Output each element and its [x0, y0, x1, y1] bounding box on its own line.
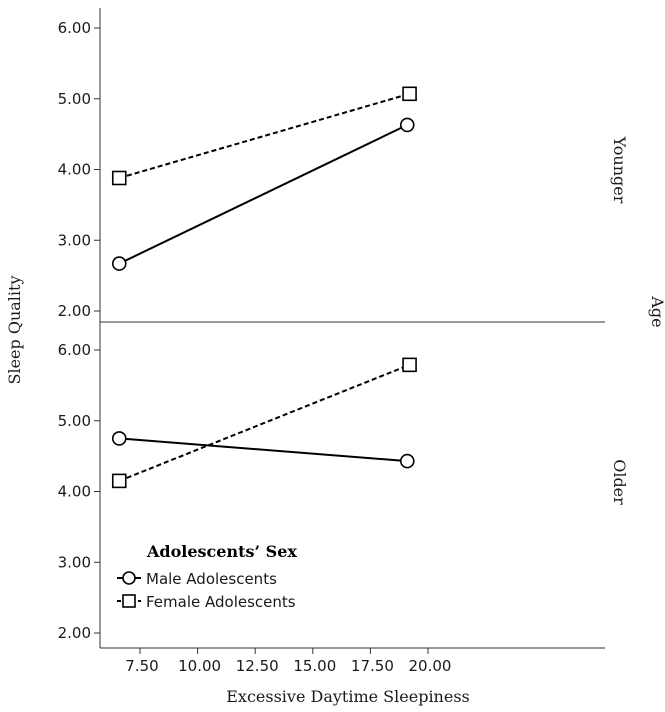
data-point-female-younger: [402, 86, 417, 102]
x-tick-label: 10.00: [178, 657, 221, 675]
legend-male-label: Male Adolescents: [146, 570, 277, 588]
y-tick-label: 3.00: [58, 553, 91, 571]
legend-title: Adolescents’ Sex: [146, 542, 297, 561]
x-tick-label: 7.50: [125, 657, 158, 675]
y-axis-title: Sleep Quality: [5, 275, 24, 384]
panel-label-younger: Younger: [610, 136, 629, 204]
y-tick-label: 6.00: [58, 19, 91, 37]
panel-frame-younger: [99, 8, 605, 323]
data-point-male-younger: [399, 117, 415, 133]
ticks-layer: 2.00 3.00 4.00 5.00 6.00 2.00 3.00 4.00 5.00 6.00…: [58, 19, 452, 675]
series-line-male-younger: [118, 124, 408, 265]
x-tick-label: 15.00: [293, 657, 336, 675]
series-line-female-younger: [118, 92, 410, 179]
x-tick-label: 12.50: [236, 657, 279, 675]
legend-male-circle-marker: [122, 571, 136, 585]
panel-label-older: Older: [610, 459, 629, 505]
legend: Adolescents’ Sex Male Adolescents Female…: [117, 542, 297, 611]
y-tick-label: 4.00: [58, 161, 91, 179]
data-point-male-older: [111, 431, 127, 446]
data-point-female-older: [402, 357, 417, 373]
panel-frame-older: [99, 322, 605, 649]
legend-female-square-marker: [122, 594, 136, 608]
y-tick-label: 5.00: [58, 90, 91, 108]
legend-female-label: Female Adolescents: [146, 593, 296, 611]
series-line-female-older: [118, 363, 410, 482]
y-tick-label: 2.00: [58, 302, 91, 320]
data-point-female-younger: [111, 170, 127, 186]
data-point-male-younger: [111, 256, 127, 271]
series-line-male-older: [119, 437, 408, 463]
x-tick-label: 17.50: [351, 657, 394, 675]
data-point-male-older: [399, 453, 415, 469]
facet-axis-title: Age: [648, 295, 665, 327]
y-tick-label: 2.00: [58, 624, 91, 642]
legend-entry-female: Female Adolescents: [117, 593, 296, 611]
y-tick-label: 3.00: [58, 231, 91, 249]
series-layer: [111, 86, 417, 489]
x-tick-label: 20.00: [409, 657, 452, 675]
x-axis-title: Excessive Daytime Sleepiness: [226, 687, 470, 706]
y-tick-label: 4.00: [58, 483, 91, 501]
y-tick-label: 6.00: [58, 341, 91, 359]
y-tick-label: 5.00: [58, 412, 91, 430]
legend-entry-male: Male Adolescents: [117, 570, 277, 588]
data-point-female-older: [111, 473, 127, 489]
